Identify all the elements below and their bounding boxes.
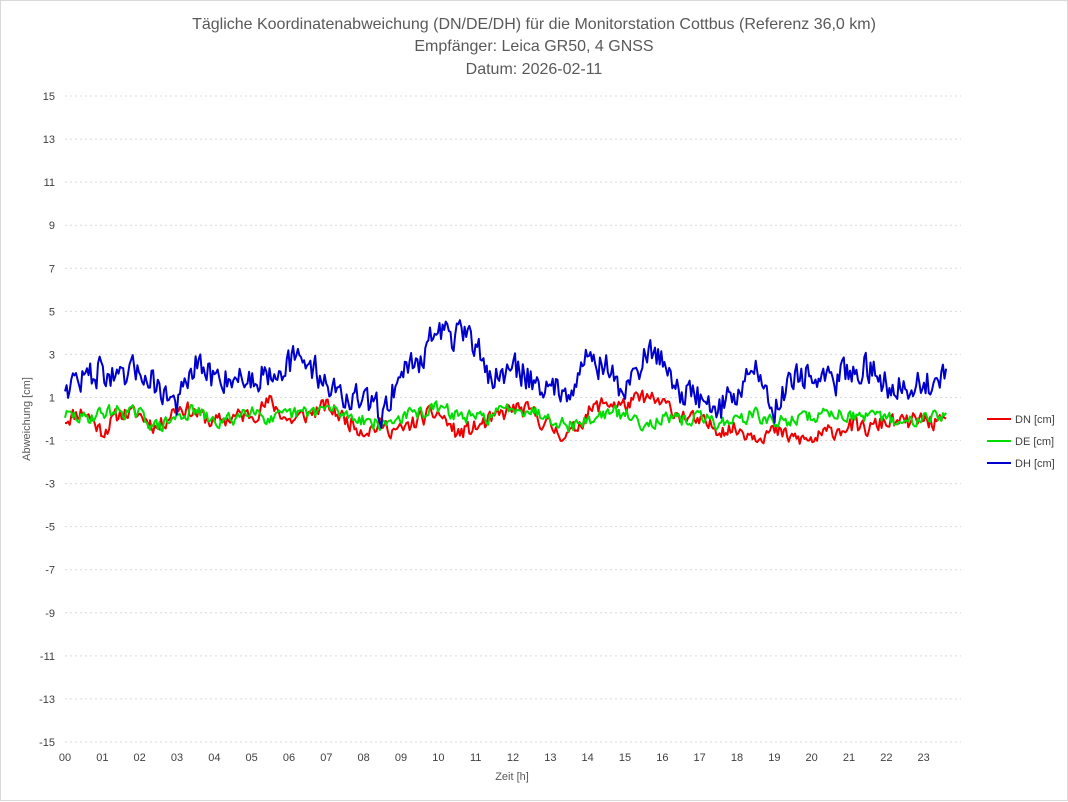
y-tick-label: 3 bbox=[49, 349, 55, 361]
x-tick-label: 21 bbox=[843, 752, 855, 764]
chart-title-line-1: Tägliche Koordinatenabweichung (DN/DE/DH… bbox=[192, 16, 876, 33]
x-axis-title: Zeit [h] bbox=[495, 771, 529, 783]
x-tick-label: 19 bbox=[768, 752, 780, 764]
x-tick-label: 16 bbox=[656, 752, 668, 764]
x-tick-label: 04 bbox=[208, 752, 220, 764]
x-tick-label: 03 bbox=[171, 752, 183, 764]
chart-title-line-2: Empfänger: Leica GR50, 4 GNSS bbox=[414, 38, 653, 55]
y-tick-label: 7 bbox=[49, 263, 55, 275]
x-tick-label: 10 bbox=[432, 752, 444, 764]
y-tick-label: 15 bbox=[43, 91, 55, 103]
x-tick-label: 17 bbox=[694, 752, 706, 764]
x-tick-label: 05 bbox=[246, 752, 258, 764]
y-tick-label: -9 bbox=[45, 608, 55, 620]
x-tick-label: 15 bbox=[619, 752, 631, 764]
x-tick-label: 22 bbox=[880, 752, 892, 764]
x-tick-label: 09 bbox=[395, 752, 407, 764]
x-tick-label: 14 bbox=[582, 752, 594, 764]
y-tick-label: 11 bbox=[44, 177, 55, 189]
chart-title: Tägliche Koordinatenabweichung (DN/DE/DH… bbox=[192, 16, 876, 78]
y-tick-label: 5 bbox=[49, 306, 55, 318]
x-tick-label: 02 bbox=[134, 752, 146, 764]
series-line-dh bbox=[64, 319, 948, 429]
y-axis-ticks: 15 13 11 9 7 5 3 1 -1 -3 -5 -7 -9 -11 -13 -15 bbox=[39, 91, 55, 749]
y-tick-label: -13 bbox=[39, 694, 55, 706]
x-tick-label: 13 bbox=[544, 752, 556, 764]
y-tick-label: -1 bbox=[45, 436, 55, 448]
x-tick-label: 06 bbox=[283, 752, 295, 764]
x-tick-label: 12 bbox=[507, 752, 519, 764]
x-axis-ticks: 00 01 02 03 04 05 06 07 08 09 10 11 12 13 14 15 16 17 18 19… bbox=[59, 752, 930, 764]
legend-label: DN [cm] bbox=[1015, 414, 1055, 426]
y-tick-label: -11 bbox=[40, 651, 55, 663]
plot-series bbox=[64, 319, 948, 445]
y-tick-label: -7 bbox=[45, 565, 55, 577]
series-line-de bbox=[64, 400, 947, 433]
x-tick-label: 20 bbox=[806, 752, 818, 764]
x-tick-label: 01 bbox=[96, 752, 108, 764]
y-tick-label: 1 bbox=[49, 392, 55, 404]
y-tick-label: 13 bbox=[43, 134, 55, 146]
y-tick-label: 9 bbox=[49, 220, 55, 232]
y-tick-label: -3 bbox=[45, 479, 55, 491]
legend-label: DH [cm] bbox=[1015, 458, 1055, 470]
x-tick-label: 08 bbox=[358, 752, 370, 764]
y-axis-title: Abweichung [cm] bbox=[21, 377, 33, 461]
legend: DN [cm] DE [cm] DH [cm] bbox=[987, 414, 1055, 470]
x-tick-label: 07 bbox=[320, 752, 332, 764]
x-tick-label: 11 bbox=[470, 752, 481, 764]
chart-title-line-3: Datum: 2026-02-11 bbox=[466, 61, 603, 78]
series-line-dn bbox=[64, 389, 947, 445]
x-tick-label: 00 bbox=[59, 752, 71, 764]
y-tick-label: -15 bbox=[39, 737, 55, 749]
grid-lines bbox=[65, 95, 961, 743]
x-tick-label: 18 bbox=[731, 752, 743, 764]
legend-label: DE [cm] bbox=[1015, 436, 1054, 448]
x-tick-label: 23 bbox=[918, 752, 930, 764]
y-tick-label: -5 bbox=[45, 522, 55, 534]
